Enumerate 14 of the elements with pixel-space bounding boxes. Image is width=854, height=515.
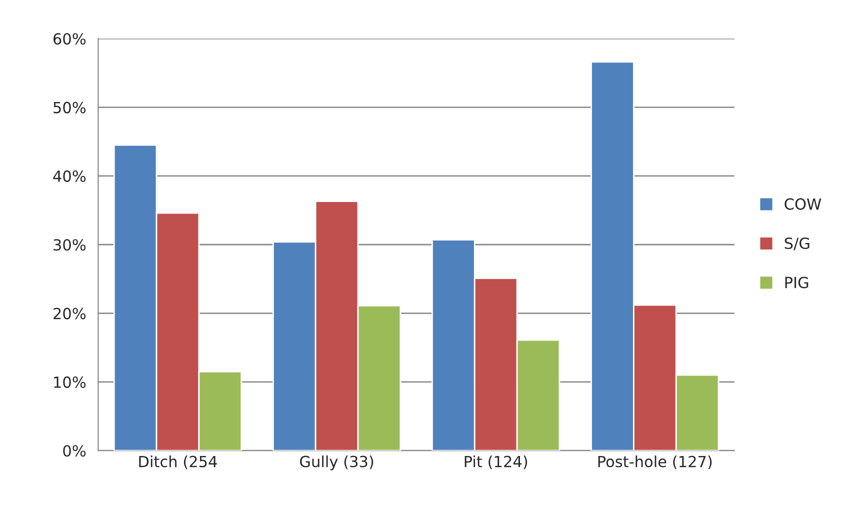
x-tick-label: Ditch (254	[139, 455, 217, 470]
legend-label: S/G	[784, 238, 810, 250]
x-tick-label: Post-hole (127)	[598, 455, 712, 470]
x-tick-label: Gully (33)	[300, 455, 374, 470]
y-tick-label: 10%	[54, 376, 86, 388]
y-tick-label: 30%	[54, 239, 86, 251]
legend-label: COW	[784, 198, 822, 210]
legend-label: PIG	[785, 276, 808, 288]
x-tick-label: Pit (124)	[464, 455, 528, 470]
y-tick-label: 50%	[54, 102, 86, 114]
y-tick-label: 60%	[54, 33, 86, 45]
y-tick-label: 0%	[63, 445, 86, 457]
y-tick-label: 40%	[53, 170, 86, 182]
y-tick-label: 20%	[54, 308, 86, 320]
